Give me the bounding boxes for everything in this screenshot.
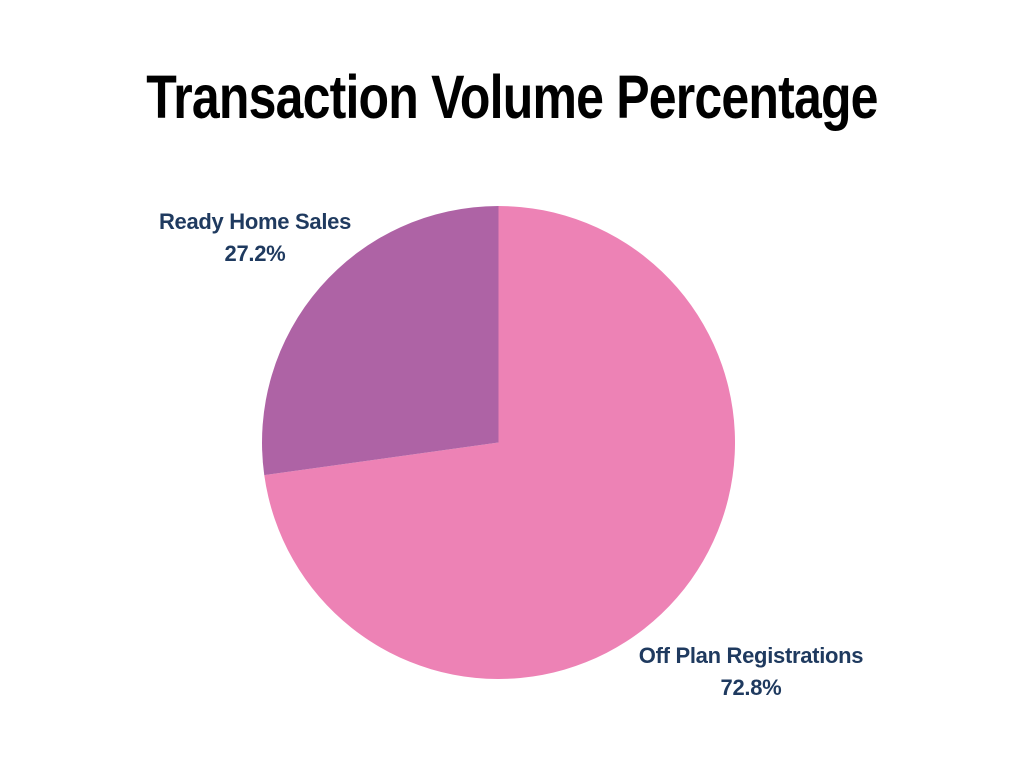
chart-title-text: Transaction Volume Percentage bbox=[146, 63, 878, 131]
slice-percentage-ready-home-sales: 27.2% bbox=[224, 241, 286, 266]
pie-chart bbox=[262, 206, 735, 679]
slice-name-ready-home-sales: Ready Home Sales bbox=[158, 209, 352, 234]
chart-title: Transaction Volume Percentage bbox=[0, 62, 1024, 149]
slice-label-ready-home-sales: Ready Home Sales 27.2% bbox=[159, 206, 351, 270]
slice-name-off-plan-registrations: Off Plan Registrations bbox=[638, 643, 864, 668]
slice-percentage-off-plan-registrations: 72.8% bbox=[720, 675, 782, 700]
slice-label-off-plan-registrations: Off Plan Registrations 72.8% bbox=[638, 640, 864, 704]
pie-svg bbox=[262, 206, 735, 679]
pie-slice-ready-home-sales bbox=[262, 206, 499, 476]
pie-slice-off-plan-registrations bbox=[264, 206, 735, 679]
